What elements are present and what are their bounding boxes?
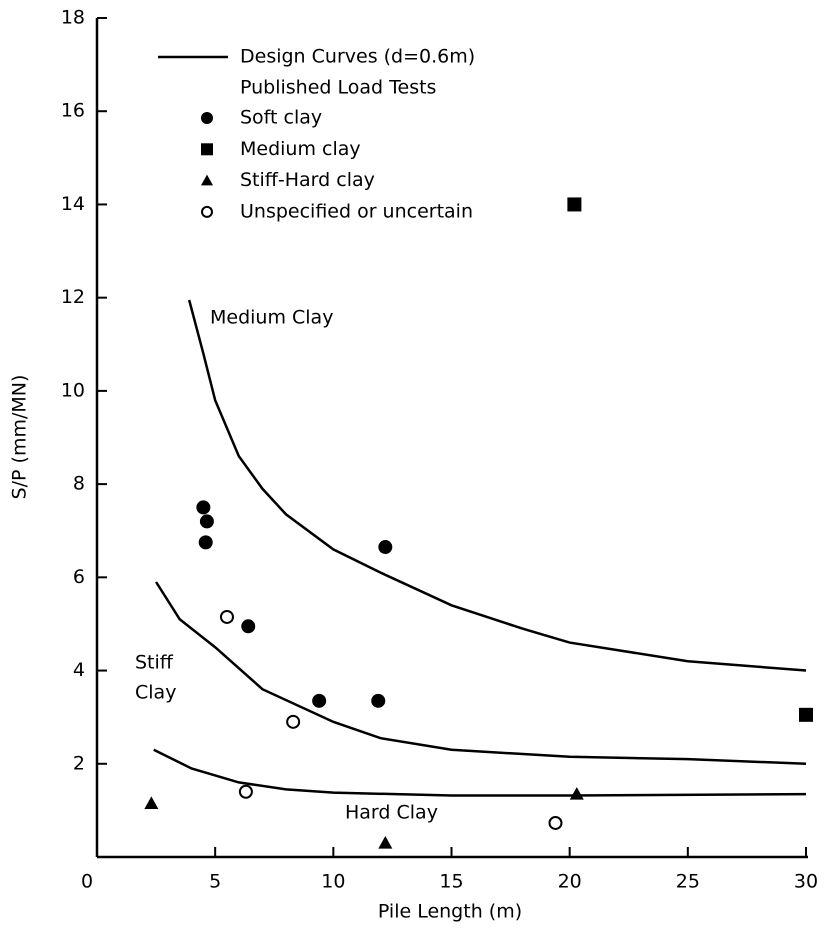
data-point <box>198 535 213 550</box>
x-tick-label: 5 <box>209 871 221 893</box>
legend-marker <box>201 143 213 156</box>
legend-label: Soft clay <box>240 107 322 129</box>
annotation: Hard Clay <box>345 802 438 824</box>
x-axis-label: Pile Length (m) <box>378 901 522 923</box>
x-tick-label: 30 <box>794 871 818 893</box>
legend-label: Unspecified or uncertain <box>240 200 473 222</box>
legend-marker <box>201 205 213 218</box>
data-point <box>144 796 159 809</box>
y-tick-label: 18 <box>61 7 85 29</box>
data-point <box>548 815 563 830</box>
data-point <box>219 609 234 624</box>
x-tick-label: 10 <box>321 871 345 893</box>
y-tick-label: 4 <box>73 659 85 681</box>
data-point <box>196 500 211 515</box>
data-point <box>371 693 386 708</box>
x-tick-label: 25 <box>676 871 700 893</box>
data-point <box>799 707 813 722</box>
y-tick-label: 8 <box>73 473 85 495</box>
annotation: Stiff <box>135 652 174 674</box>
data-point <box>569 787 584 800</box>
y-tick-label: 14 <box>61 193 85 215</box>
data-point <box>238 784 253 799</box>
y-tick-label: 2 <box>73 752 85 774</box>
design-curve <box>187 299 807 672</box>
y-tick-label: 10 <box>61 379 85 401</box>
design-curve <box>153 748 807 797</box>
y-tick-label: 16 <box>61 100 85 122</box>
x-tick-label: 15 <box>439 871 463 893</box>
y-tick-label: 12 <box>61 286 85 308</box>
annotation: Clay <box>135 682 176 704</box>
data-point <box>241 619 256 634</box>
legend-label: Stiff-Hard clay <box>240 169 375 191</box>
data-point <box>312 693 327 708</box>
data-point <box>199 514 214 529</box>
x-tick-label: 0 <box>81 871 93 893</box>
data-point <box>378 836 393 849</box>
legend-marker <box>201 174 213 186</box>
data-point <box>286 714 301 729</box>
legend-marker <box>201 112 213 124</box>
y-tick-label: 6 <box>73 566 85 588</box>
legend-label: Medium clay <box>240 138 361 160</box>
data-point <box>378 540 393 555</box>
legend-subtitle: Published Load Tests <box>240 77 436 99</box>
data-point <box>567 197 582 212</box>
y-axis-label: S/P (mm/MN) <box>9 375 31 500</box>
annotation: Medium Clay <box>210 307 333 329</box>
legend-label: Design Curves (d=0.6m) <box>240 46 475 68</box>
design-curve <box>155 581 807 766</box>
x-tick-label: 20 <box>558 871 582 893</box>
